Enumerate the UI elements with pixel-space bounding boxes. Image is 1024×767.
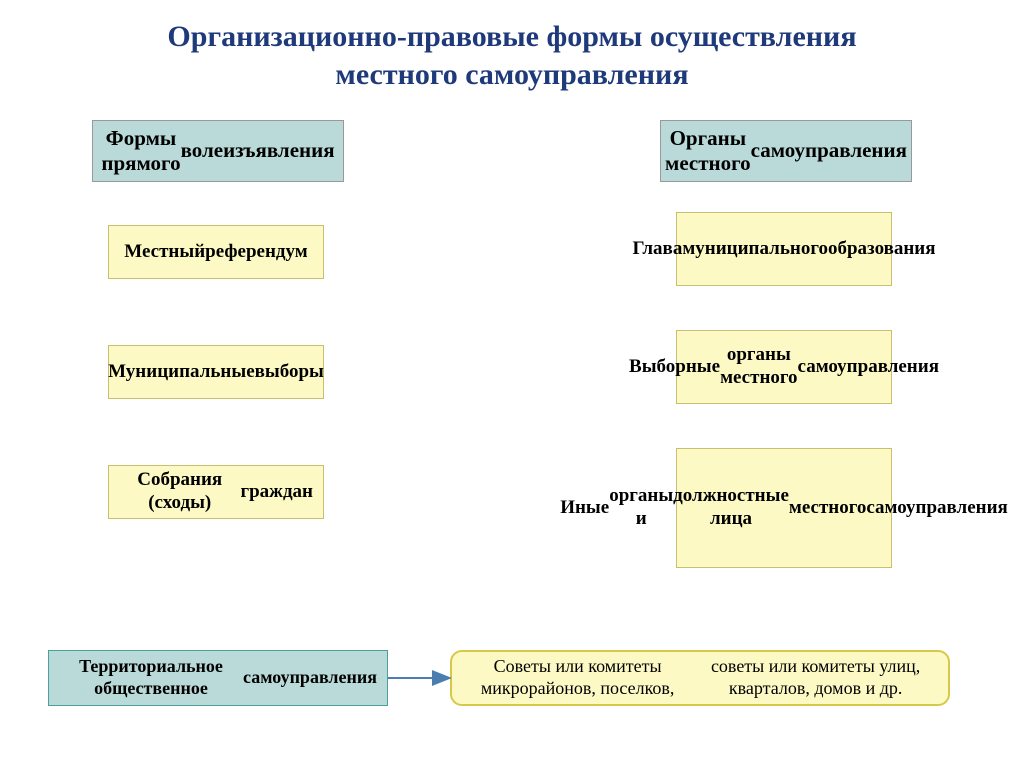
left-item-2: Собрания (сходы)граждан: [108, 465, 324, 519]
right-item-0: Главамуниципальногообразования: [676, 212, 892, 286]
title-line1: Организационно-правовые формы осуществле…: [167, 20, 856, 53]
right-item-2: Иныеорганы идолжностные лицаместногосамо…: [676, 448, 892, 568]
left-header: Формы прямоговолеизъявления: [92, 120, 344, 182]
right-header: Органы местногосамоуправления: [660, 120, 912, 182]
left-item-1: Муниципальныевыборы: [108, 345, 324, 399]
left-item-0: Местныйреферендум: [108, 225, 324, 279]
bottom-right-box: Советы или комитеты микрорайонов, поселк…: [450, 650, 950, 706]
page-title: Организационно-правовые формы осуществле…: [0, 0, 1024, 93]
bottom-left-box: Территориальное общественноесамоуправлен…: [48, 650, 388, 706]
right-item-1: Выборныеорганы местногосамоуправления: [676, 330, 892, 404]
title-line2: местного самоуправления: [335, 58, 688, 91]
